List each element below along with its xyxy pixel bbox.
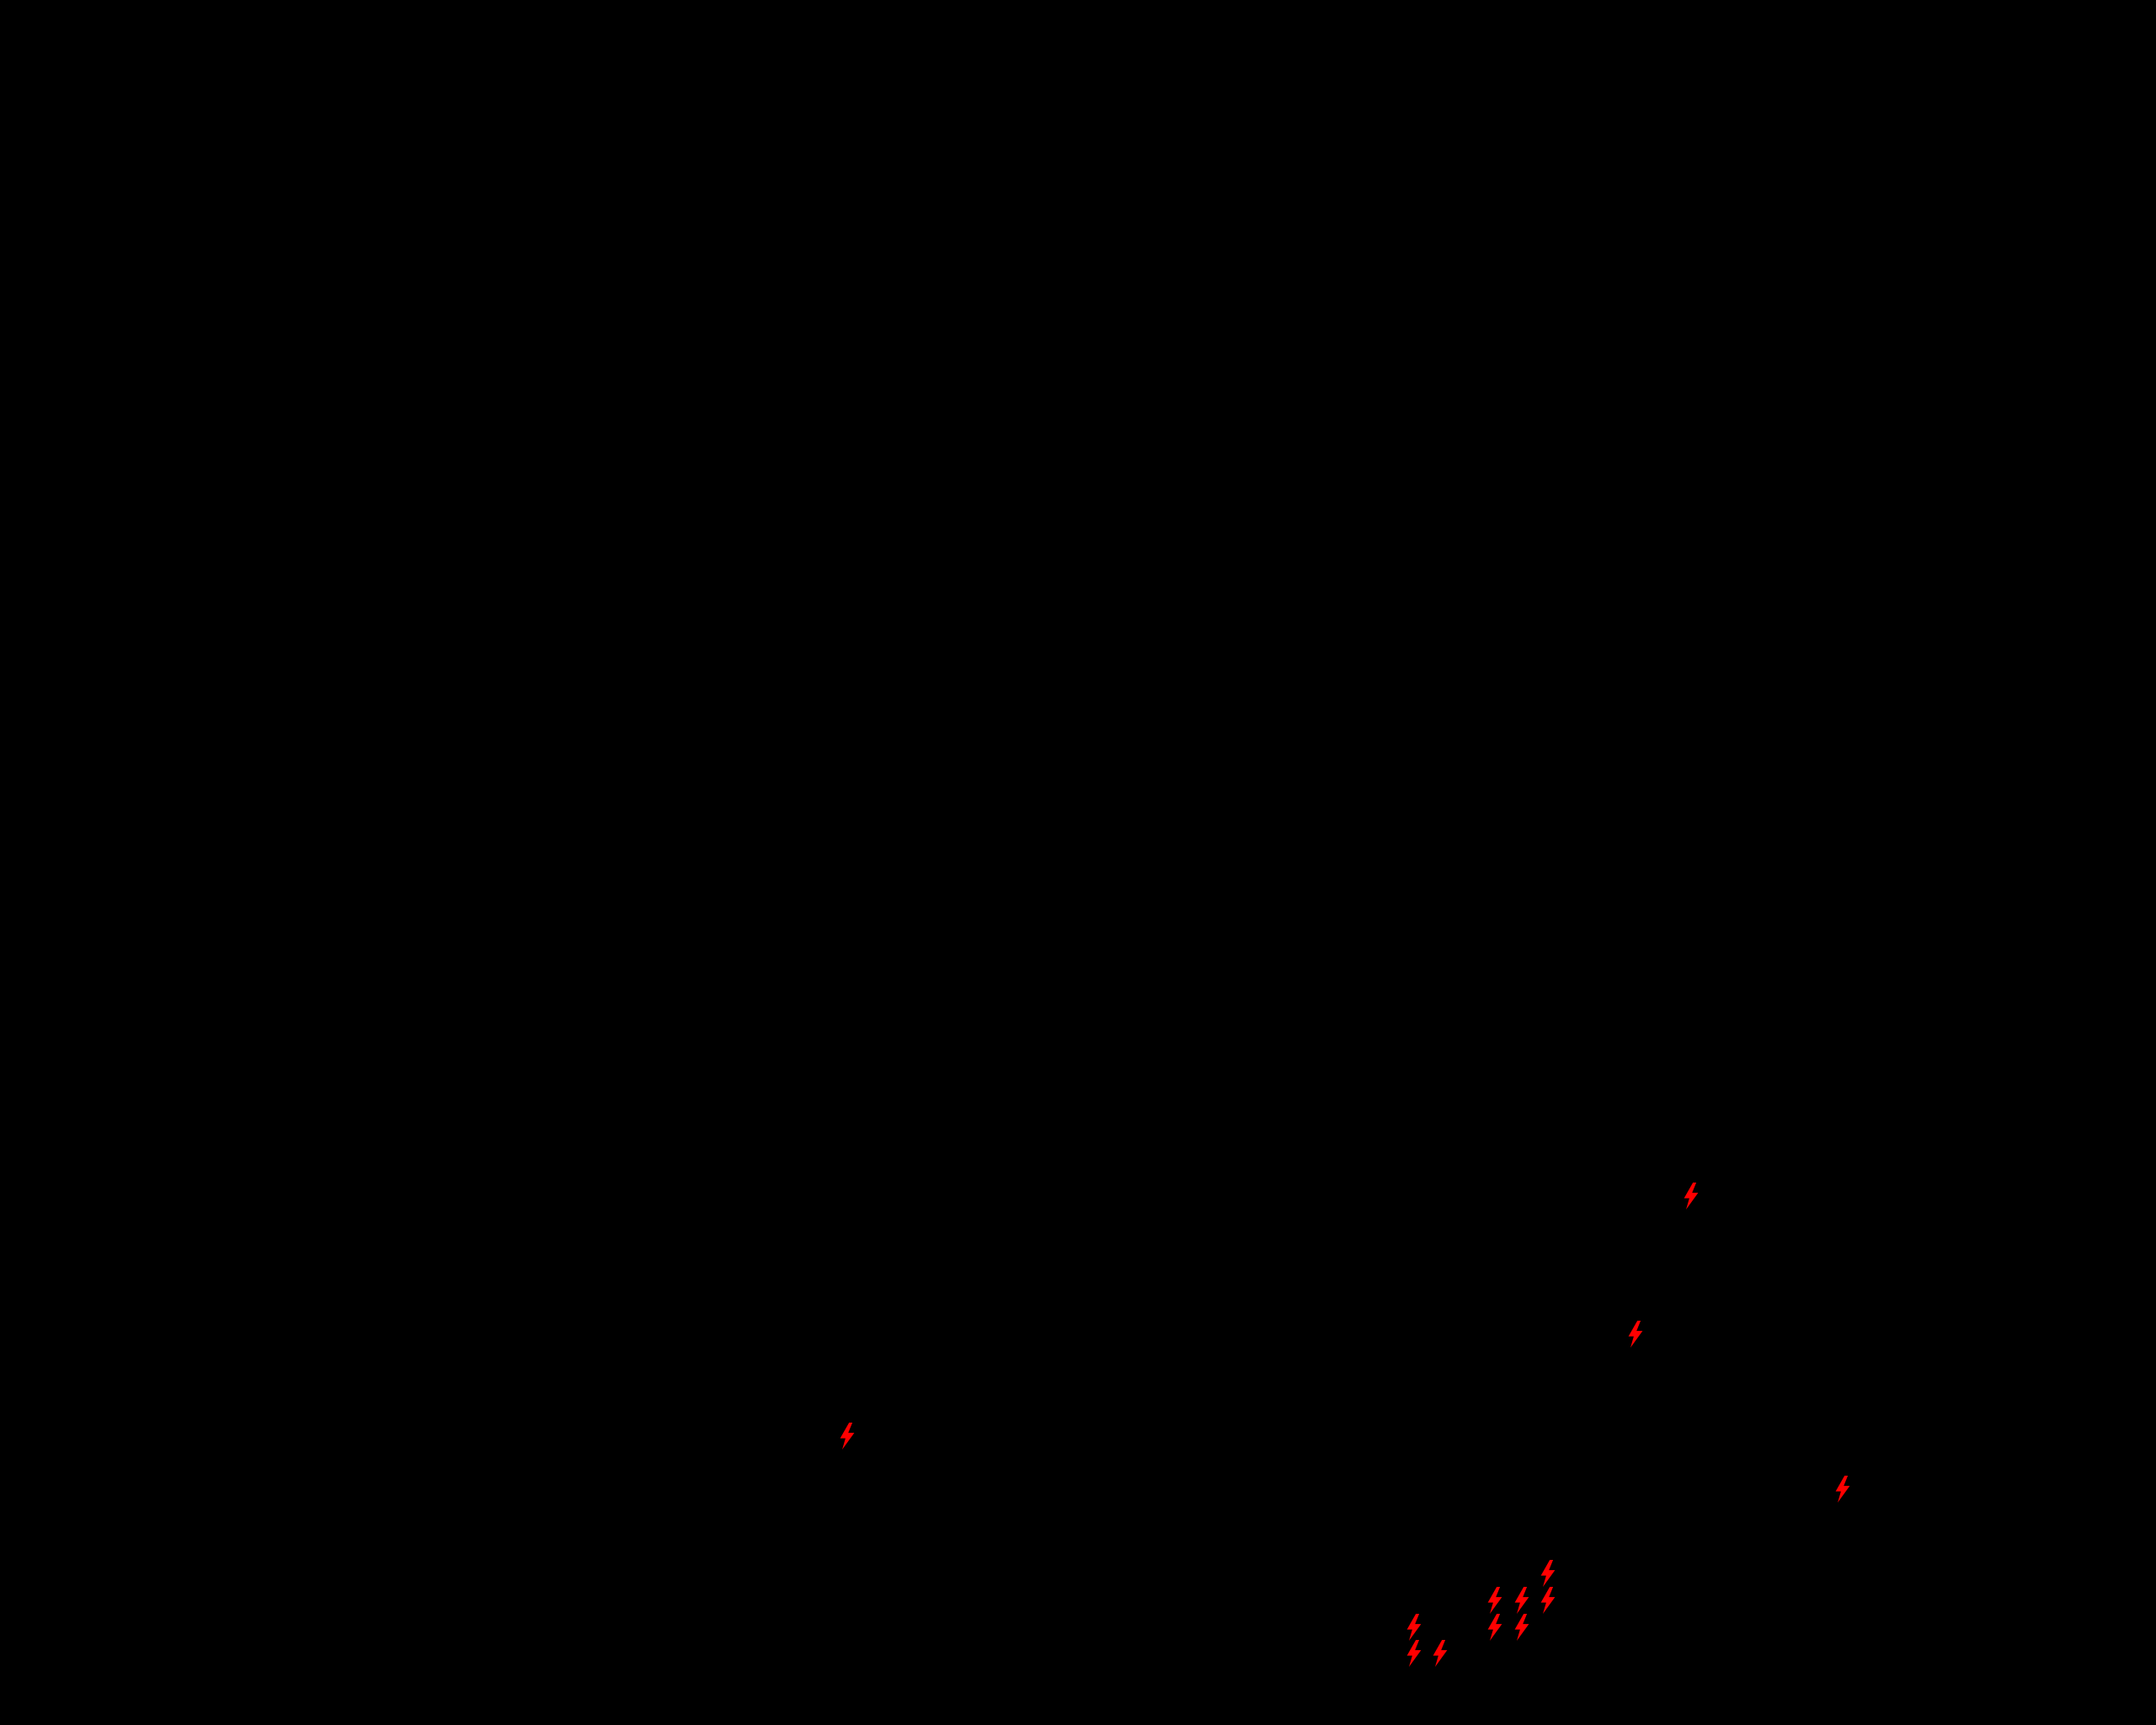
lightning-bolt-icon-6	[1486, 1587, 1504, 1614]
lightning-bolt-icon-10	[1486, 1614, 1504, 1641]
lightning-bolt-icon-5	[1539, 1560, 1557, 1587]
lightning-bolt-icon-path	[1406, 1640, 1422, 1667]
lightning-bolt-icon	[1406, 1614, 1422, 1641]
lightning-bolt-icon	[1540, 1587, 1556, 1614]
lightning-bolt-icon-8	[1539, 1587, 1557, 1614]
lightning-bolt-icon-4	[1833, 1476, 1852, 1503]
lightning-bolt-icon-3	[1626, 1321, 1645, 1348]
lightning-bolt-icon-path	[1487, 1587, 1502, 1614]
lightning-bolt-icon-path	[1684, 1183, 1699, 1210]
lightning-bolt-icon-path	[1514, 1587, 1529, 1614]
lightning-bolt-icon-path	[1487, 1614, 1502, 1641]
lightning-bolt-icon-path	[1540, 1587, 1556, 1614]
lightning-bolt-icon	[1514, 1614, 1529, 1641]
lightning-bolt-icon-7	[1513, 1587, 1531, 1614]
lightning-bolt-icon-path	[1433, 1640, 1448, 1667]
lightning-bolt-icon	[1514, 1587, 1529, 1614]
lightning-bolt-icon-9	[1405, 1614, 1423, 1641]
lightning-bolt-icon-path	[1540, 1560, 1556, 1587]
lightning-bolt-icon-2	[1682, 1183, 1700, 1210]
lightning-bolt-icon	[1835, 1476, 1850, 1503]
lightning-bolt-icon	[1487, 1614, 1502, 1641]
lightning-bolt-icon-path	[840, 1423, 855, 1450]
lightning-bolt-icon-13	[1431, 1640, 1449, 1667]
lightning-bolt-icon-1	[838, 1423, 857, 1450]
lightning-bolt-icon-path	[1835, 1476, 1850, 1503]
lightning-bolt-icon-11	[1513, 1614, 1531, 1641]
lightning-bolt-icon	[1628, 1321, 1643, 1348]
lightning-bolt-icon-path	[1628, 1321, 1643, 1348]
lightning-bolt-icon	[840, 1423, 855, 1450]
lightning-bolt-icon	[1433, 1640, 1448, 1667]
lightning-bolt-icon-12	[1405, 1640, 1423, 1667]
lightning-bolt-icon	[1406, 1640, 1422, 1667]
lightning-bolt-icon	[1684, 1183, 1699, 1210]
lightning-bolt-icon	[1540, 1560, 1556, 1587]
lightning-bolt-icon-path	[1406, 1614, 1422, 1641]
lightning-bolt-icon	[1487, 1587, 1502, 1614]
lightning-bolt-icon-path	[1514, 1614, 1529, 1641]
